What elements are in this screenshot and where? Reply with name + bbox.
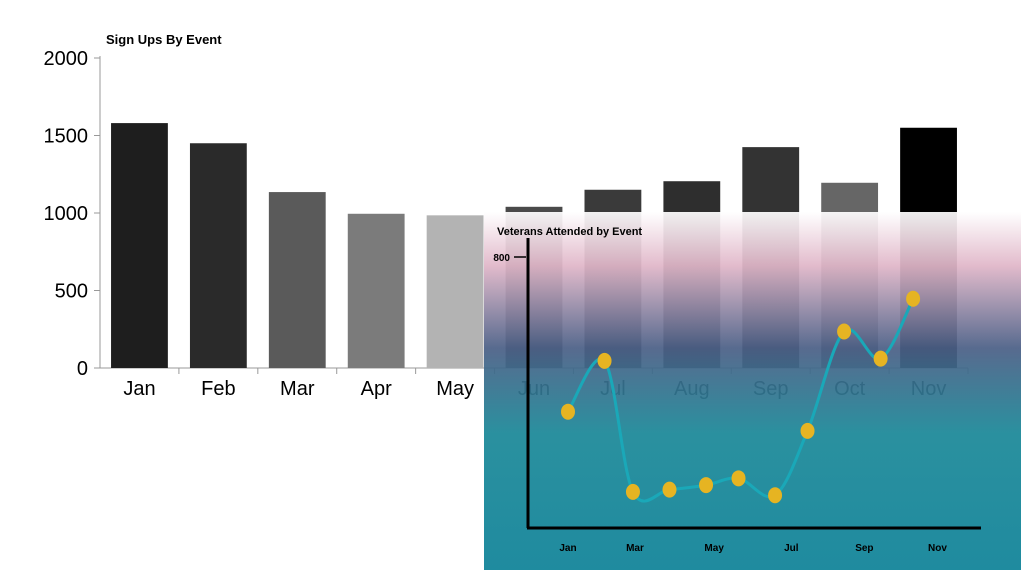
signups-ytick-label: 500 [55, 281, 88, 303]
signups-ytick-label: 2000 [44, 48, 89, 70]
veterans-point-2 [625, 483, 640, 500]
signups-xtick-label: May [436, 378, 474, 400]
veterans-point-10 [906, 290, 921, 307]
veterans-point-4 [699, 477, 714, 494]
veterans-xtick-label: Jul [784, 543, 799, 554]
veterans-xtick-label: Jan [559, 543, 576, 554]
signups-ytick-label: 1500 [44, 126, 89, 148]
veterans-point-8 [837, 323, 852, 340]
veterans-point-6 [768, 487, 783, 504]
veterans-point-3 [662, 481, 677, 498]
veterans-xtick-label: Nov [928, 543, 947, 554]
signups-xtick-label: Feb [201, 378, 235, 400]
bar-mar [268, 192, 326, 368]
veterans-xtick-label: Sep [855, 543, 873, 554]
signups-chart-title: Sign Ups By Event [106, 32, 222, 47]
signups-ytick-label: 0 [77, 358, 88, 380]
signups-xtick-label: Apr [361, 378, 392, 400]
veterans-line-chart: Veterans Attended by Event 800 Jan Mar May… [484, 212, 1021, 570]
veterans-xtick-label: May [704, 543, 724, 554]
veterans-point-1 [597, 352, 612, 369]
veterans-chart-title: Veterans Attended by Event [497, 226, 642, 238]
signups-xtick-label: Mar [280, 378, 315, 400]
veterans-xtick-label: Mar [626, 543, 644, 554]
bar-apr [347, 213, 405, 368]
bar-feb [189, 143, 247, 368]
veterans-ytick-label: 800 [493, 253, 510, 264]
bar-may [426, 215, 484, 368]
veterans-point-5 [731, 470, 746, 487]
overlay-panel [484, 212, 1021, 570]
veterans-point-9 [873, 350, 888, 367]
bar-jan [111, 123, 168, 368]
veterans-point-0 [561, 403, 575, 420]
signups-ytick-label: 1000 [44, 203, 89, 225]
signups-xtick-label: Jan [123, 378, 155, 400]
veterans-point-7 [800, 422, 815, 439]
